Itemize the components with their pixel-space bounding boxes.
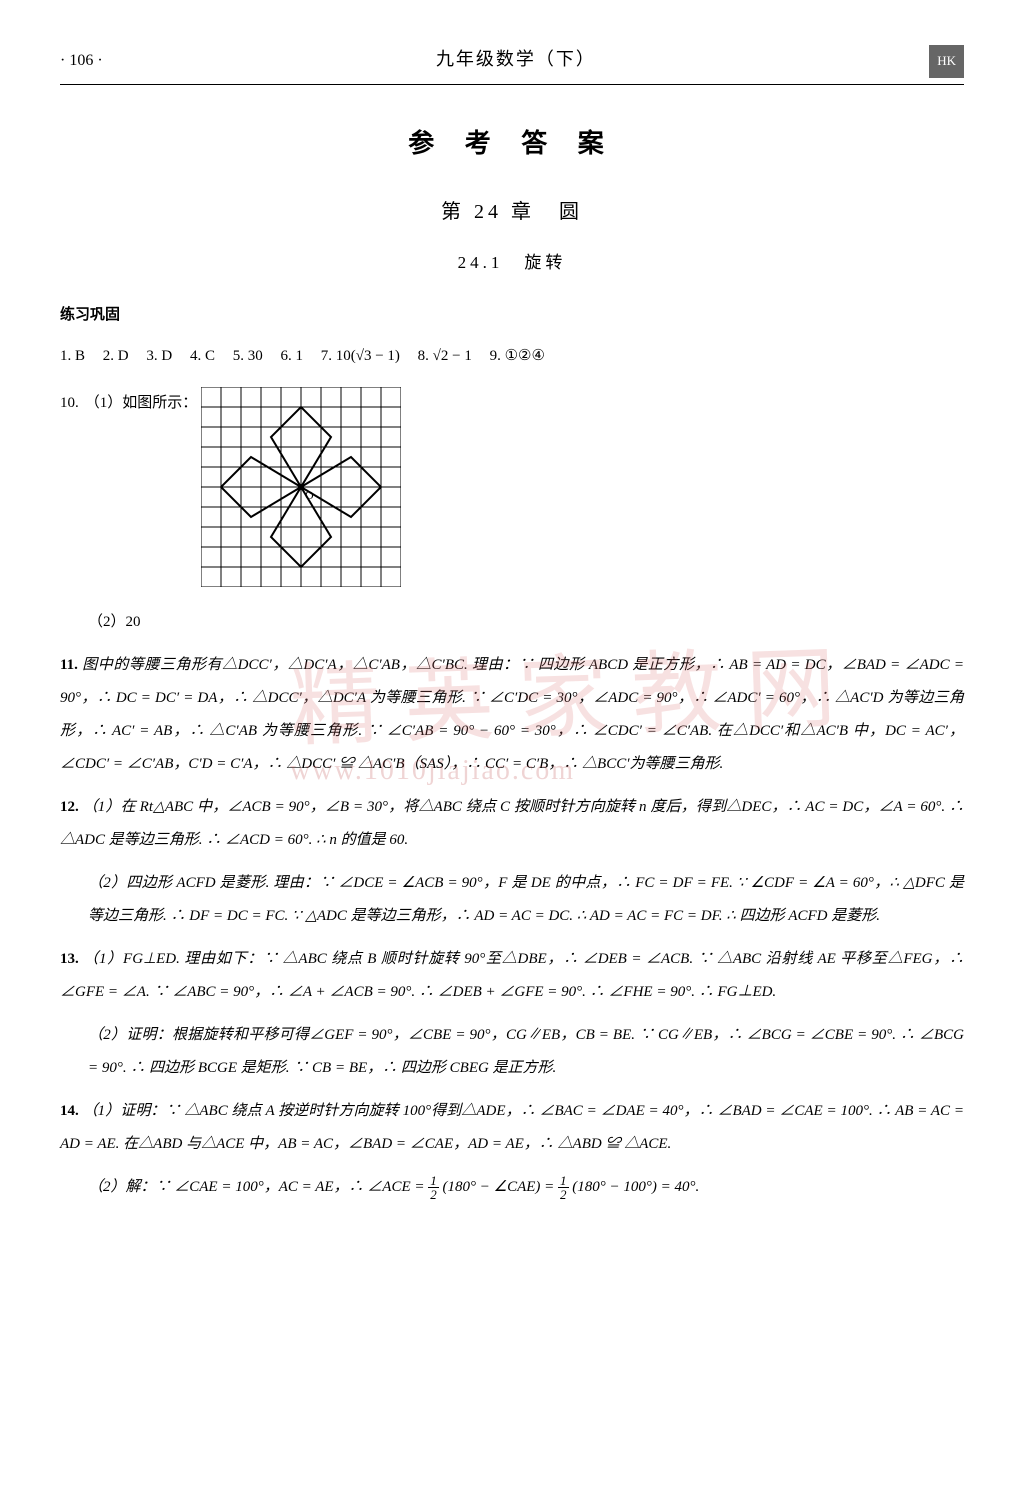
rotation-grid-svg: O (201, 387, 401, 587)
q10: 10. （1）如图所示： O (60, 387, 964, 600)
q12: 12. （1）在 Rt△ABC 中，∠ACB = 90°，∠B = 30°，将△… (60, 791, 964, 857)
page-header: · 106 · 九年级数学（下） HK (60, 40, 964, 85)
page-container: 精英家教网 www.1010jiajiao.com · 106 · 九年级数学（… (60, 40, 964, 1204)
answer-8: 8. √2 − 1 (418, 348, 472, 364)
q13-part2: （2）证明：根据旋转和平移可得∠GEF = 90°，∠CBE = 90°，CG∥… (60, 1019, 964, 1085)
answer-4: 4. C (190, 348, 215, 364)
q10-figure: O (201, 387, 401, 600)
answer-5: 5. 30 (233, 348, 263, 364)
q12-number: 12. (60, 799, 79, 815)
q12-part2: （2）四边形 ACFD 是菱形. 理由：∵ ∠DCE = ∠ACB = 90°，… (60, 867, 964, 933)
q10-part2: （2）20 (60, 606, 964, 639)
answer-9: 9. ①②④ (490, 348, 545, 364)
q13: 13. （1）FG⊥ED. 理由如下：∵ △ABC 绕点 B 顺时针旋转 90°… (60, 943, 964, 1009)
grid-center-label: O (305, 488, 314, 502)
fraction-half-1: 12 (428, 1174, 439, 1201)
header-title: 九年级数学（下） (436, 40, 596, 80)
answer-1: 1. B (60, 348, 85, 364)
answer-7: 7. 10(√3 − 1) (321, 348, 400, 364)
q14-number: 14. (60, 1103, 79, 1119)
page-number: · 106 · (60, 43, 103, 78)
answer-6: 6. 1 (280, 348, 303, 364)
q11: 11. 图中的等腰三角形有△DCC′，△DC′A，△C′AB，△C′BC. 理由… (60, 649, 964, 781)
answer-3: 3. D (146, 348, 172, 364)
practice-subheading: 练习巩固 (60, 299, 964, 332)
q14-p2-suffix: (180° − 100°) = 40°. (572, 1179, 699, 1195)
q12-part1: （1）在 Rt△ABC 中，∠ACB = 90°，∠B = 30°，将△ABC … (60, 799, 964, 848)
chapter-title: 第 24 章 圆 (60, 190, 964, 234)
section-title: 24.1 旋转 (60, 244, 964, 281)
q10-part1: （1）如图所示： (85, 387, 198, 420)
q14-part2: （2）解：∵ ∠CAE = 100°，AC = AE，∴ ∠ACE = 12 (… (60, 1171, 964, 1204)
q14-p2-prefix: （2）解：∵ ∠CAE = 100°，AC = AE，∴ ∠ACE = (88, 1179, 428, 1195)
q13-number: 13. (60, 951, 79, 967)
q13-part1: （1）FG⊥ED. 理由如下：∵ △ABC 绕点 B 顺时针旋转 90°至△DB… (60, 951, 964, 1000)
header-badge: HK (929, 45, 964, 78)
q14-p2-mid: (180° − ∠CAE) = (443, 1179, 559, 1195)
q11-number: 11. (60, 657, 78, 673)
main-title: 参 考 答 案 (60, 115, 964, 172)
q11-text: 图中的等腰三角形有△DCC′，△DC′A，△C′AB，△C′BC. 理由：∵ 四… (60, 657, 964, 772)
short-answers: 1. B 2. D 3. D 4. C 5. 30 6. 1 7. 10(√3 … (60, 340, 964, 373)
q14: 14. （1）证明：∵ △ABC 绕点 A 按逆时针方向旋转 100°得到△AD… (60, 1095, 964, 1161)
q10-number: 10. (60, 387, 79, 420)
answer-2: 2. D (103, 348, 129, 364)
fraction-half-2: 12 (558, 1174, 569, 1201)
q14-part1: （1）证明：∵ △ABC 绕点 A 按逆时针方向旋转 100°得到△ADE，∴ … (60, 1103, 964, 1152)
